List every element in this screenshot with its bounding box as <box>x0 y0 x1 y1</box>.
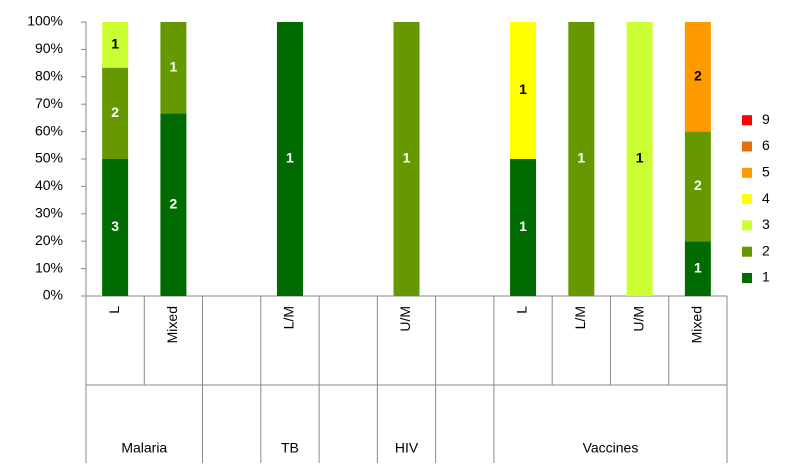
y-tick-label: 40% <box>35 177 63 193</box>
legend-label: 3 <box>762 216 770 232</box>
legend-swatch <box>742 194 752 205</box>
legend-label: 1 <box>762 269 770 285</box>
bar-segment <box>684 241 711 296</box>
y-tick-label: 70% <box>35 95 63 111</box>
segment-label: 1 <box>519 218 527 234</box>
legend-label: 6 <box>762 137 770 153</box>
legend-swatch <box>742 246 752 257</box>
group-label: Malaria <box>121 440 167 456</box>
segment-label: 1 <box>636 150 644 166</box>
segment-label: 2 <box>694 177 702 193</box>
bar-segment <box>510 159 537 296</box>
y-tick-label: 50% <box>35 150 63 166</box>
bar-segment <box>510 22 537 159</box>
group-label: Vaccines <box>583 440 639 456</box>
bar-segment <box>568 22 595 296</box>
bar-segment <box>102 159 129 296</box>
bar-segment <box>102 67 129 159</box>
segment-label: 1 <box>170 58 178 74</box>
x-tick-label: U/M <box>630 306 646 332</box>
x-tick-label: U/M <box>397 306 413 332</box>
legend-label: 4 <box>762 190 770 206</box>
x-tick-label: Mixed <box>689 306 705 343</box>
y-tick-label: 80% <box>35 68 63 84</box>
legend-swatch <box>742 273 752 283</box>
y-tick-label: 20% <box>35 232 63 248</box>
bar-segment <box>626 22 653 296</box>
y-tick-label: 90% <box>35 40 63 56</box>
y-tick-label: 30% <box>35 205 63 221</box>
x-tick-label: L <box>514 306 530 314</box>
y-tick-label: 60% <box>35 122 63 138</box>
bar-segment <box>160 22 187 114</box>
segment-label: 2 <box>170 195 178 211</box>
bar-segment <box>102 22 129 68</box>
group-label: HIV <box>395 440 419 456</box>
y-tick-label: 0% <box>43 287 63 303</box>
bar-segment <box>684 22 711 132</box>
legend-label: 5 <box>762 164 770 180</box>
x-tick-label: Mixed <box>164 306 180 343</box>
bar-segment <box>393 22 420 296</box>
segment-label: 1 <box>286 150 294 166</box>
segment-label: 1 <box>111 36 119 52</box>
bar-segment <box>276 22 303 296</box>
legend-swatch <box>742 167 752 178</box>
x-tick-label: L <box>106 306 122 314</box>
y-tick-label: 100% <box>27 13 63 29</box>
bar-segment <box>684 131 711 242</box>
x-tick-label: L/M <box>572 306 588 329</box>
x-tick-label: L/M <box>281 306 297 329</box>
segment-label: 1 <box>403 150 411 166</box>
segment-label: 2 <box>694 68 702 84</box>
legend-label: 9 <box>762 111 770 127</box>
segment-label: 2 <box>111 104 119 120</box>
legend-swatch <box>742 115 752 126</box>
segment-label: 1 <box>577 150 585 166</box>
segment-label: 1 <box>694 259 702 275</box>
bar-segment <box>160 113 187 296</box>
segment-label: 1 <box>519 81 527 97</box>
legend-swatch <box>742 220 752 231</box>
legend-swatch <box>742 141 752 152</box>
legend-label: 2 <box>762 242 770 258</box>
y-tick-label: 10% <box>35 259 63 275</box>
group-label: TB <box>281 440 299 456</box>
segment-label: 3 <box>111 218 119 234</box>
